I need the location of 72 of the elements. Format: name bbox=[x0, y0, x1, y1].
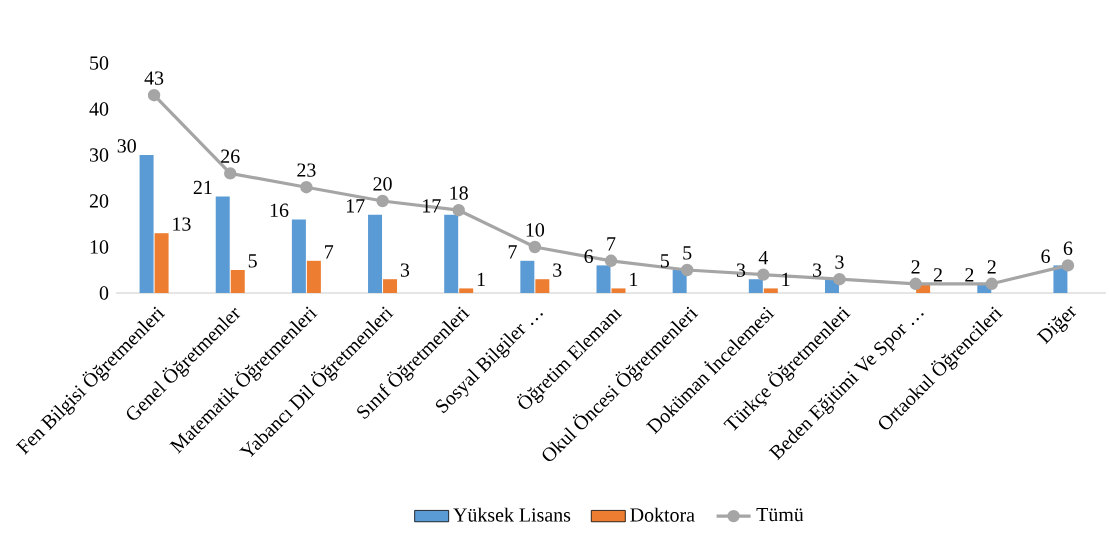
bar bbox=[215, 196, 230, 293]
point bbox=[757, 268, 770, 281]
data-label: 1 bbox=[477, 272, 485, 286]
data-label: 20 bbox=[373, 177, 392, 191]
point bbox=[147, 89, 161, 102]
data-label: 16 bbox=[270, 203, 289, 217]
bar bbox=[459, 288, 474, 293]
y-tick-label: 40 bbox=[89, 102, 109, 116]
y-tick-label: 50 bbox=[90, 56, 109, 70]
data-label: 3 bbox=[400, 263, 410, 277]
bar bbox=[763, 288, 778, 293]
bar bbox=[139, 155, 154, 293]
data-label: 2 bbox=[911, 260, 920, 274]
data-label: 7 bbox=[325, 245, 334, 259]
bar bbox=[291, 219, 306, 293]
data-label: 23 bbox=[297, 163, 316, 177]
bar bbox=[535, 279, 550, 293]
point bbox=[224, 167, 237, 180]
y-tick-label: 10 bbox=[90, 240, 109, 254]
data-label: 30 bbox=[117, 139, 136, 153]
data-label: 2 bbox=[987, 260, 996, 274]
data-label: 6 bbox=[1041, 249, 1050, 263]
point bbox=[300, 181, 313, 194]
bar bbox=[383, 279, 398, 293]
data-label: 26 bbox=[221, 149, 240, 163]
bar bbox=[611, 288, 626, 293]
point bbox=[1061, 259, 1075, 272]
point bbox=[452, 204, 465, 217]
legend-label: Yüksek Lisans bbox=[453, 507, 571, 522]
data-label: 21 bbox=[193, 180, 212, 195]
data-label: 43 bbox=[144, 71, 164, 85]
data-label: 7 bbox=[508, 245, 517, 259]
data-label: 2 bbox=[933, 268, 942, 282]
point bbox=[833, 273, 846, 286]
data-label: 13 bbox=[173, 217, 191, 231]
data-label: 17 bbox=[346, 199, 365, 213]
data-label: 2 bbox=[965, 268, 974, 282]
y-tick-label: 20 bbox=[89, 194, 109, 208]
data-label: 3 bbox=[553, 263, 562, 277]
data-label: 17 bbox=[423, 199, 441, 213]
bar bbox=[306, 260, 321, 293]
point bbox=[604, 254, 618, 267]
point bbox=[680, 263, 694, 277]
point bbox=[985, 277, 998, 290]
data-label: 3 bbox=[736, 263, 746, 277]
bar bbox=[154, 233, 169, 293]
data-label: 6 bbox=[584, 249, 594, 263]
data-label: 3 bbox=[835, 255, 844, 269]
y-tick-label: 30 bbox=[90, 148, 109, 162]
legend-label: Tümü bbox=[756, 508, 804, 522]
bar bbox=[230, 270, 245, 293]
point bbox=[376, 194, 389, 208]
y-tick-label: 0 bbox=[99, 286, 109, 300]
data-label: 10 bbox=[526, 223, 545, 237]
data-label: 1 bbox=[782, 272, 790, 286]
bar bbox=[596, 265, 611, 293]
bar bbox=[748, 279, 763, 293]
data-label: 6 bbox=[1063, 241, 1073, 255]
data-label: 5 bbox=[248, 254, 257, 268]
bar bbox=[444, 214, 459, 293]
point bbox=[909, 277, 922, 290]
data-label: 7 bbox=[607, 237, 616, 251]
legend-label: Doktora bbox=[630, 507, 695, 522]
data-label: 18 bbox=[450, 186, 468, 200]
data-label: 3 bbox=[813, 263, 822, 277]
data-label: 5 bbox=[683, 246, 692, 260]
data-label: 5 bbox=[660, 254, 669, 268]
data-label: 4 bbox=[758, 251, 768, 265]
bar bbox=[368, 214, 383, 293]
point bbox=[528, 240, 542, 254]
bar bbox=[520, 260, 535, 293]
data-label: 1 bbox=[630, 272, 638, 286]
